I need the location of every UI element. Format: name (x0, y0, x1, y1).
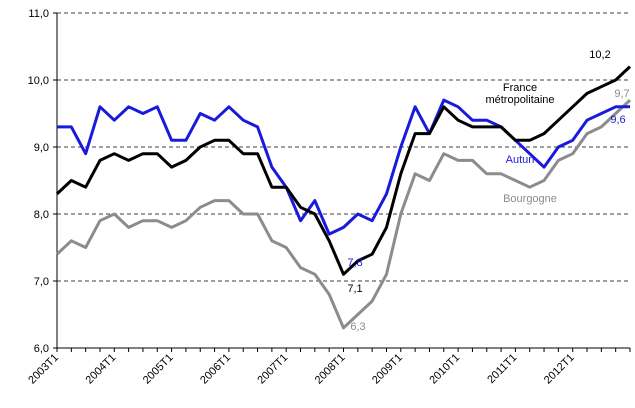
series-label: Bourgogne (503, 193, 557, 205)
y-tick-label: 8,0 (34, 209, 49, 221)
annotation: 9,7 (614, 88, 629, 100)
y-tick-label: 11,0 (28, 8, 49, 20)
x-tick-label: 2003T1 (26, 352, 61, 387)
series-line (57, 98, 630, 236)
y-tick-label: 9,0 (34, 142, 49, 154)
x-tick-label: 2011T1 (485, 352, 519, 386)
annotation: 9,6 (610, 114, 625, 126)
x-tick-label: 2012T1 (542, 352, 577, 387)
y-tick-label: 6,0 (34, 343, 49, 355)
x-tick-label: 2007T1 (255, 352, 290, 387)
series-line (55, 65, 632, 276)
x-tick-label: 2009T1 (370, 352, 405, 387)
y-tick-label: 10,0 (28, 75, 49, 87)
x-tick-label: 2010T1 (427, 352, 462, 387)
x-tick-label: 2006T1 (198, 352, 233, 387)
x-tick-label: 2008T1 (313, 352, 348, 387)
annotation: 7,8 (347, 257, 362, 269)
y-tick-label: 7,0 (34, 276, 49, 288)
series-label: France métropolitaine (485, 82, 555, 106)
annotation: 7,1 (347, 283, 362, 295)
annotation: 6,3 (350, 321, 365, 333)
annotation: 10,2 (589, 49, 610, 61)
x-tick-label: 2004T1 (84, 352, 119, 387)
x-tick-label: 2005T1 (141, 352, 176, 387)
series-line (55, 99, 632, 330)
series-label: Autun (505, 154, 535, 166)
